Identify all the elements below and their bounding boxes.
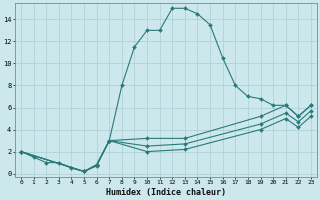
X-axis label: Humidex (Indice chaleur): Humidex (Indice chaleur) [106,188,226,197]
